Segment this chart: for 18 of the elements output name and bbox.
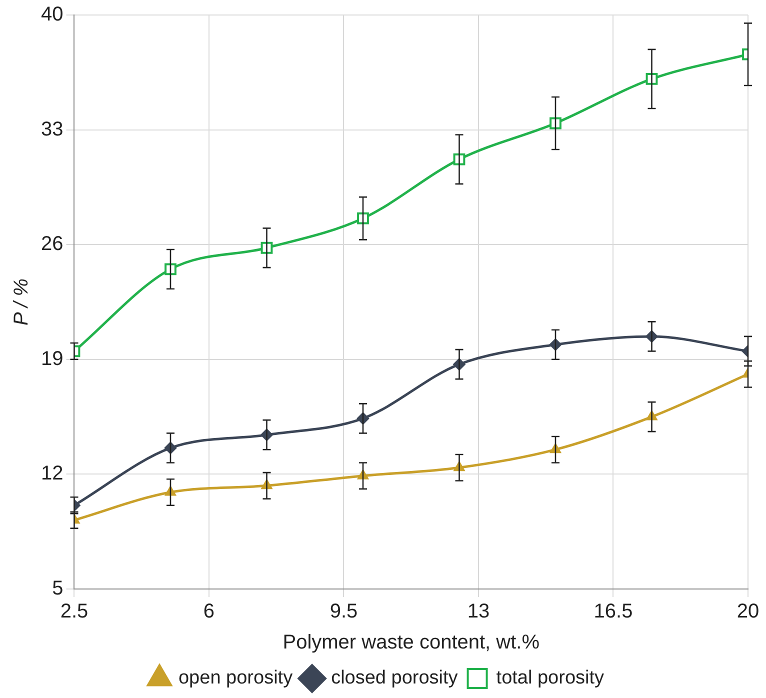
x-tick-label: 20 [736,600,760,623]
y-axis-title: P / % [10,278,33,326]
x-tick-label: 13 [467,600,490,623]
y-tick-label: 12 [40,462,64,485]
legend-label: total porosity [496,668,605,689]
legend-label: closed porosity [331,668,458,689]
y-tick-label: 26 [40,233,64,256]
legend-label: open porosity [178,668,294,689]
x-tick-label: 16.5 [594,600,633,623]
x-tick-label: 9.5 [330,600,358,623]
y-tick-label: 33 [40,118,64,140]
x-tick-label: 6 [203,600,215,623]
point [550,117,562,130]
y-tick-label: 5 [52,578,64,600]
x-axis-title: Polymer waste content, wt.% [282,632,540,654]
y-tick-label: 19 [40,348,64,370]
y-tick-label: 40 [40,4,64,26]
x-tick-label: 2.5 [60,600,88,623]
